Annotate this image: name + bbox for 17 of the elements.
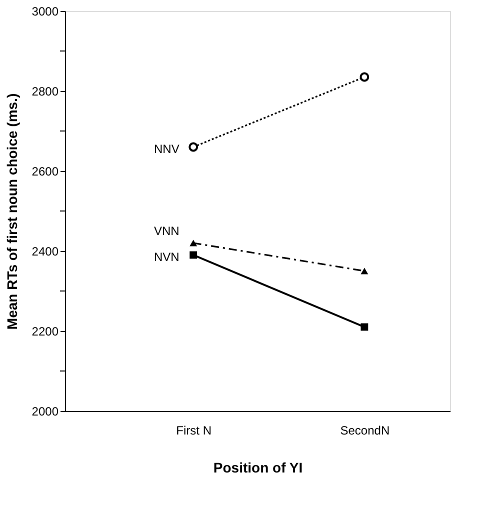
- point: [188, 142, 198, 152]
- x-tick-label: First N: [176, 424, 212, 438]
- point: [360, 72, 370, 82]
- y-tick-label: 2400: [32, 244, 59, 258]
- y-tick-label: 3000: [32, 4, 59, 18]
- x-axis-title: Position of YI: [213, 460, 303, 476]
- point: [190, 251, 198, 259]
- y-tick-label: 2800: [32, 84, 59, 98]
- series-label: NVN: [154, 250, 180, 264]
- series-label: NNV: [154, 142, 180, 156]
- x-tick-label: SecondN: [340, 424, 390, 438]
- point: [360, 323, 368, 331]
- y-tick-label: 2200: [32, 324, 59, 338]
- y-tick-label: 2600: [32, 164, 59, 178]
- y-tick-label: 2000: [32, 404, 59, 418]
- series-label: VNN: [154, 224, 180, 238]
- y-axis-title: Mean RTs of first noun choice (ms.): [4, 93, 20, 330]
